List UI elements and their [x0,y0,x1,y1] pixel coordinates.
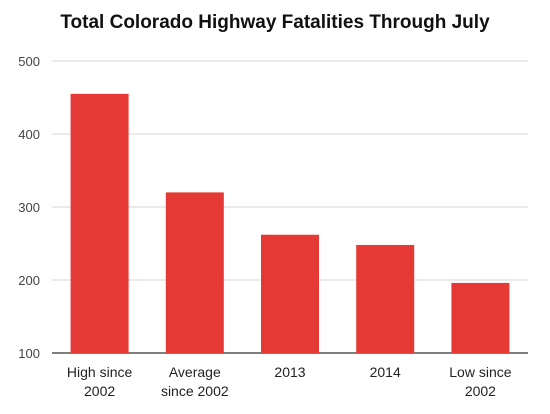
x-tick-label: 2014 [370,364,401,380]
bar [165,192,224,353]
y-tick-label: 100 [18,346,40,361]
y-tick-label: 400 [18,127,40,142]
bar [356,244,415,353]
x-tick-label: Average since 2002 [161,364,229,399]
x-tick-label: Low since 2002 [449,364,511,399]
x-tick-label: High since 2002 [67,364,133,399]
y-tick-label: 300 [18,200,40,215]
bar [261,234,319,353]
chart-title: Total Colorado Highway Fatalities Throug… [60,12,490,33]
y-tick-label: 500 [18,54,40,69]
y-tick-label: 200 [18,273,40,288]
bar [70,93,129,353]
x-tick-label: 2013 [274,364,305,380]
bar [451,282,510,353]
